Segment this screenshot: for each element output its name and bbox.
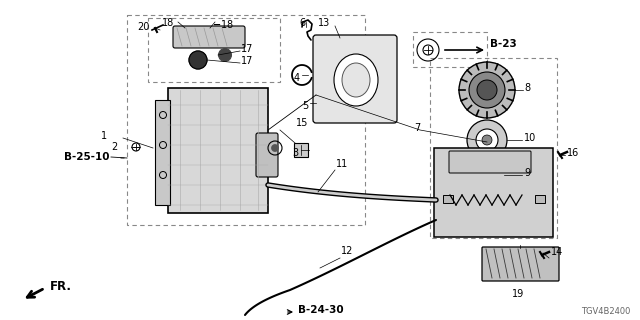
Text: 12: 12 [341,246,353,256]
Text: 6: 6 [299,18,305,28]
Bar [443,195,453,203]
Text: 2: 2 [112,142,118,152]
Text: 8: 8 [524,83,530,93]
Circle shape [482,135,492,145]
Text: 14: 14 [551,247,563,257]
Circle shape [469,72,505,108]
FancyBboxPatch shape [173,26,245,48]
Text: 1: 1 [101,131,107,141]
Text: 11: 11 [336,159,348,169]
FancyBboxPatch shape [155,100,170,205]
Text: 4: 4 [294,73,300,83]
Circle shape [271,145,278,151]
Text: TGV4B2400: TGV4B2400 [580,307,630,316]
Text: B-25-10: B-25-10 [64,152,109,162]
Text: 7: 7 [414,123,420,133]
Text: 18: 18 [162,18,174,28]
Text: B-24-30: B-24-30 [298,305,344,315]
Text: $\bf{-}$18: $\bf{-}$18 [212,18,234,30]
Text: 13: 13 [318,18,330,28]
Bar [127,15,365,225]
Circle shape [218,49,232,61]
Circle shape [467,120,507,160]
Circle shape [476,129,498,151]
Text: FR.: FR. [50,281,72,293]
Bar [413,32,487,67]
FancyBboxPatch shape [256,133,278,177]
Circle shape [189,51,207,69]
Text: 17: 17 [241,44,253,54]
Ellipse shape [342,63,370,97]
Bar [535,195,545,203]
Text: 9: 9 [524,168,530,178]
Circle shape [477,80,497,100]
Text: 3: 3 [292,148,298,158]
FancyBboxPatch shape [313,35,397,123]
Text: 19: 19 [512,289,524,299]
Circle shape [459,62,515,118]
Bar [430,58,557,238]
Text: 17: 17 [241,56,253,66]
Text: 16: 16 [567,148,579,158]
FancyBboxPatch shape [449,151,531,173]
Text: 5: 5 [301,101,308,111]
Ellipse shape [334,54,378,106]
Bar [294,143,308,157]
Text: B-23: B-23 [490,39,516,49]
Circle shape [470,158,504,192]
Text: 15: 15 [296,118,308,128]
Text: 20: 20 [138,22,150,32]
FancyBboxPatch shape [434,148,553,237]
Circle shape [478,166,496,184]
Text: 10: 10 [524,133,536,143]
FancyBboxPatch shape [482,247,559,281]
Bar [148,18,280,82]
FancyBboxPatch shape [168,88,268,213]
